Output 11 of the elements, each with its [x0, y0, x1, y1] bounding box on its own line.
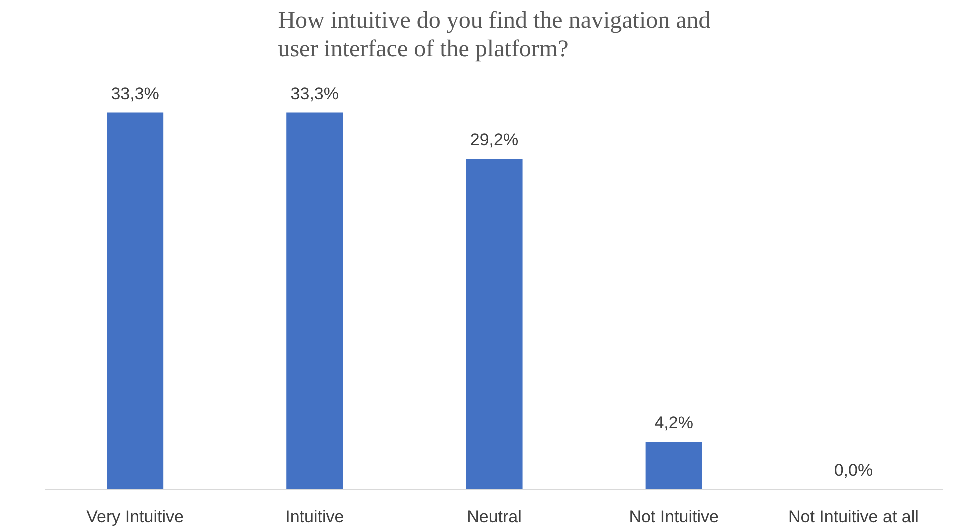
x-tick-label: Neutral [467, 508, 522, 526]
data-label: 33,3% [290, 84, 339, 104]
data-label: 4,2% [654, 414, 694, 433]
data-label: 0,0% [834, 461, 874, 480]
x-tick-label: Very Intuitive [86, 508, 184, 526]
x-tick-label: Intuitive [286, 508, 344, 526]
x-tick-label: Not Intuitive [629, 508, 719, 526]
chart-title: How intuitive do you find the navigation and user interface of the platform? [278, 8, 711, 62]
data-label: 29,2% [470, 130, 519, 150]
data-label: 33,3% [111, 84, 160, 104]
x-tick-label: Not Intuitive at all [788, 508, 919, 526]
